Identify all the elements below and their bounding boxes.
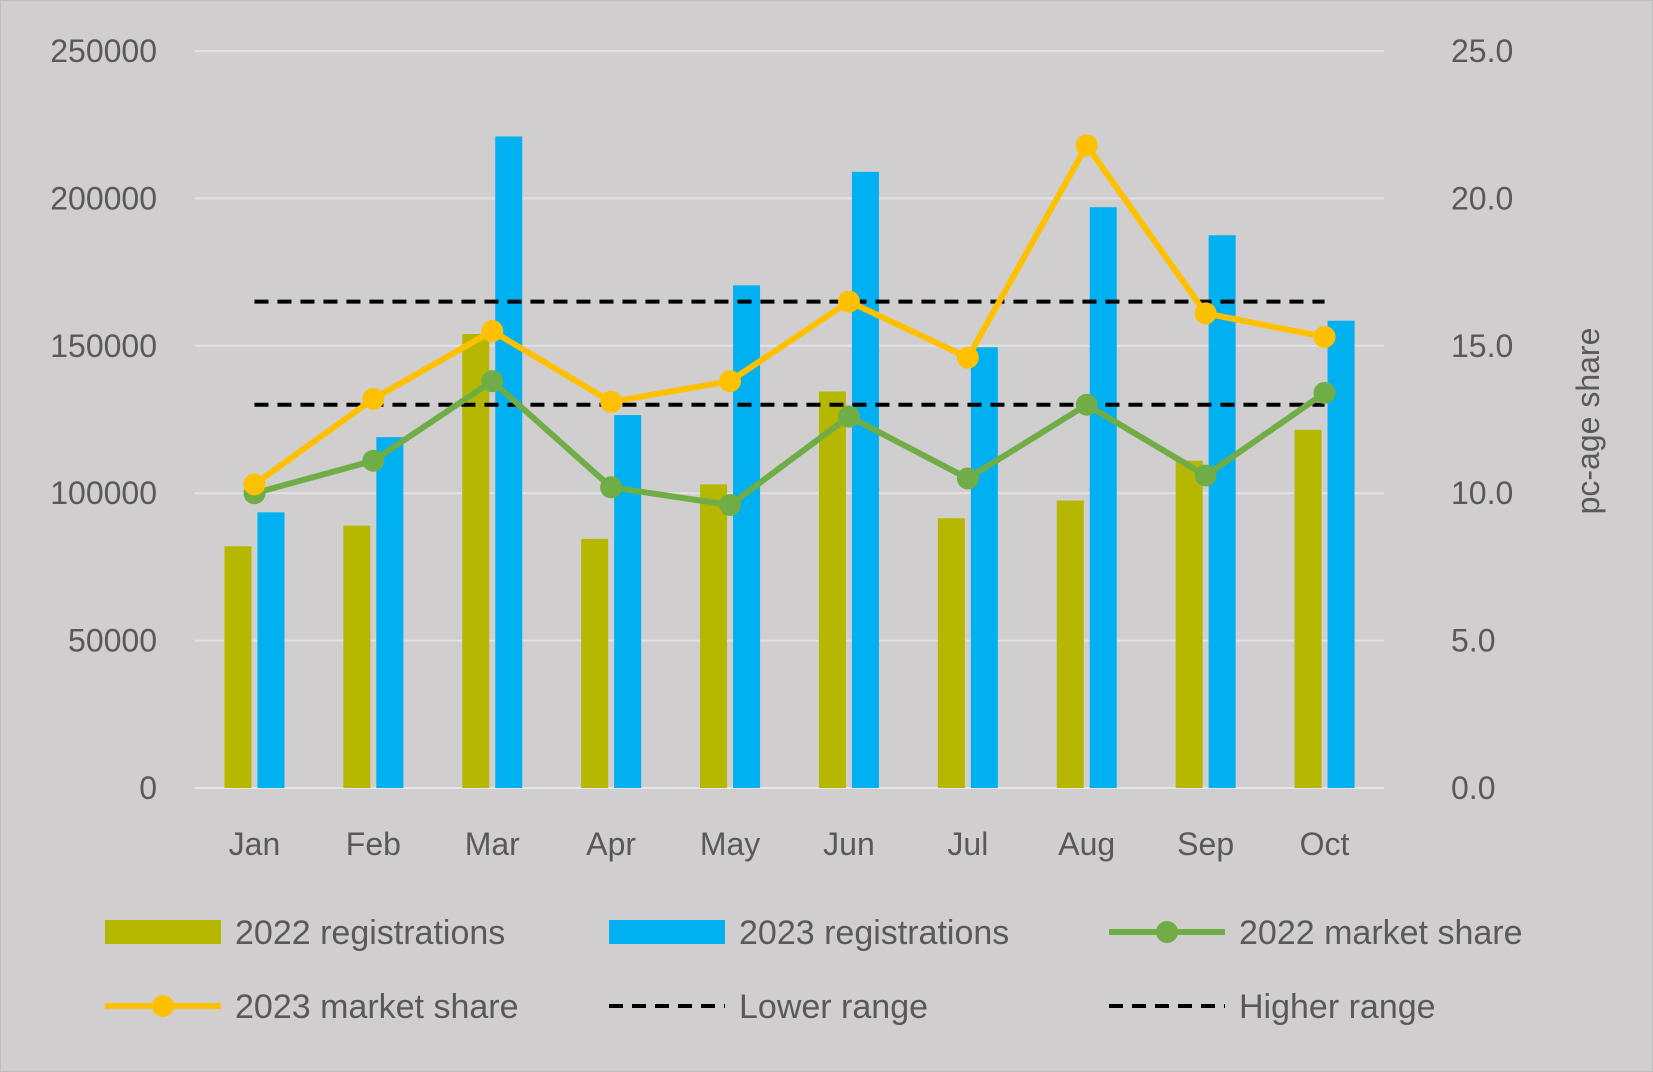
data-point bbox=[600, 390, 623, 413]
data-point bbox=[956, 346, 979, 369]
x-tick-label: Feb bbox=[346, 826, 401, 862]
left-tick-label: 200000 bbox=[50, 180, 157, 216]
data-point bbox=[243, 473, 266, 496]
x-tick-label: Mar bbox=[465, 826, 520, 862]
legend-label: 2023 market share bbox=[235, 988, 519, 1026]
bar bbox=[970, 347, 998, 788]
legend-marker bbox=[1156, 921, 1178, 943]
gridlines bbox=[195, 50, 1384, 789]
data-point bbox=[1075, 134, 1098, 157]
legend-swatch bbox=[609, 920, 725, 944]
data-point bbox=[837, 290, 860, 313]
x-tick-label: Oct bbox=[1300, 826, 1350, 862]
legend-label: Lower range bbox=[739, 988, 928, 1026]
x-axis-ticks: Jan Feb Mar Apr May Jun Jul Aug Sep Oct bbox=[229, 826, 1350, 862]
right-tick-label: 10.0 bbox=[1451, 475, 1513, 511]
data-point bbox=[1075, 393, 1098, 416]
series-line bbox=[252, 142, 1326, 487]
left-tick-label: 0 bbox=[139, 770, 157, 806]
bars bbox=[224, 136, 1355, 789]
right-tick-label: 20.0 bbox=[1451, 180, 1513, 216]
bar bbox=[937, 518, 965, 788]
data-point bbox=[719, 370, 742, 393]
data-point bbox=[1313, 325, 1336, 348]
legend-label: 2022 registrations bbox=[235, 914, 505, 952]
bar bbox=[581, 538, 609, 788]
legend-label: 2022 market share bbox=[1239, 914, 1523, 952]
x-tick-label: Jul bbox=[947, 826, 988, 862]
left-tick-label: 250000 bbox=[50, 33, 157, 69]
left-tick-label: 150000 bbox=[50, 328, 157, 364]
right-tick-label: 25.0 bbox=[1451, 33, 1513, 69]
x-tick-label: Aug bbox=[1058, 826, 1115, 862]
data-point bbox=[1313, 381, 1336, 404]
bar bbox=[224, 546, 252, 788]
data-point bbox=[1194, 464, 1217, 487]
bar bbox=[1294, 429, 1322, 788]
data-point bbox=[837, 405, 860, 428]
x-tick-label: Jan bbox=[229, 826, 281, 862]
bar bbox=[376, 437, 404, 788]
data-point bbox=[719, 493, 742, 516]
legend: 2022 registrations 2023 registrations 2022… bbox=[105, 914, 1523, 1026]
bar bbox=[1056, 500, 1084, 788]
lines bbox=[243, 134, 1336, 516]
legend-label: 2023 registrations bbox=[739, 914, 1009, 952]
bar bbox=[1208, 235, 1236, 788]
bar bbox=[851, 171, 879, 789]
left-axis-ticks: 0 50000 100000 150000 200000 250000 bbox=[50, 33, 157, 806]
legend-swatch bbox=[105, 920, 221, 944]
data-point bbox=[1194, 302, 1217, 325]
bar bbox=[343, 525, 371, 788]
right-tick-label: 15.0 bbox=[1451, 328, 1513, 364]
x-tick-label: Jun bbox=[823, 826, 875, 862]
bar bbox=[1089, 207, 1117, 788]
left-tick-label: 100000 bbox=[50, 475, 157, 511]
left-tick-label: 50000 bbox=[68, 623, 157, 659]
data-point bbox=[362, 387, 385, 410]
x-tick-label: Sep bbox=[1177, 826, 1234, 862]
bar bbox=[818, 391, 846, 788]
legend-label: Higher range bbox=[1239, 988, 1436, 1026]
bar bbox=[257, 512, 285, 788]
data-point bbox=[481, 370, 504, 393]
x-tick-label: Apr bbox=[586, 826, 636, 862]
bar bbox=[614, 415, 642, 788]
data-point bbox=[481, 320, 504, 343]
bar bbox=[1175, 460, 1203, 788]
right-axis-ticks: 0.0 5.0 10.0 15.0 20.0 25.0 bbox=[1451, 33, 1513, 806]
legend-marker bbox=[152, 995, 174, 1017]
x-tick-label: May bbox=[700, 826, 760, 862]
series-line bbox=[253, 378, 1327, 508]
bar bbox=[462, 334, 490, 788]
bar bbox=[495, 136, 523, 788]
bar bbox=[700, 484, 728, 788]
right-axis-title: pc-age share bbox=[1570, 328, 1606, 515]
data-point bbox=[600, 476, 623, 499]
right-tick-label: 5.0 bbox=[1451, 623, 1495, 659]
data-point bbox=[362, 449, 385, 472]
right-tick-label: 0.0 bbox=[1451, 770, 1495, 806]
data-point bbox=[956, 467, 979, 490]
